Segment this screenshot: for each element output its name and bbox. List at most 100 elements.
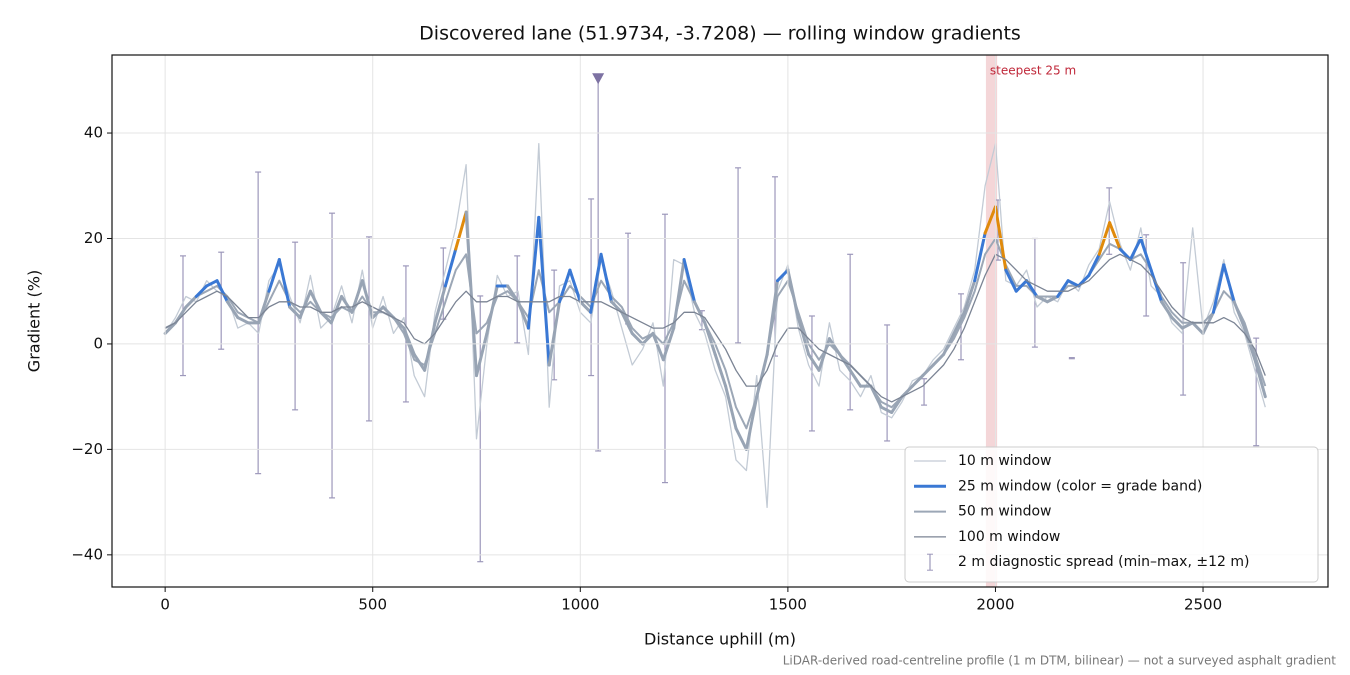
- line-segment: [402, 326, 416, 356]
- line-segment: [765, 279, 779, 356]
- line-segment: [1160, 300, 1174, 320]
- line-segment: [890, 395, 904, 414]
- line-segment: [796, 316, 811, 356]
- line-segment: [1211, 263, 1226, 314]
- line-segment: [1222, 263, 1236, 304]
- line-segment: [257, 289, 271, 325]
- highlight-label: steepest 25 m: [990, 64, 1076, 78]
- line-segment: [391, 316, 406, 330]
- line-segment: [423, 321, 437, 372]
- line-segment: [910, 374, 925, 388]
- legend-label: 50 m window: [958, 504, 1051, 520]
- line-segment: [277, 258, 292, 309]
- line-segment: [692, 300, 707, 325]
- line-segment: [547, 300, 562, 367]
- line-segment: [983, 205, 997, 235]
- legend-label: 100 m window: [958, 529, 1060, 545]
- line-segment: [848, 368, 863, 388]
- line-segment: [879, 405, 894, 414]
- line-segment: [464, 210, 479, 378]
- line-segment: [298, 289, 312, 320]
- line-segment: [734, 426, 748, 451]
- line-segment: [1056, 279, 1070, 298]
- line-segment: [1128, 236, 1143, 262]
- y-tick-label: 20: [84, 229, 103, 247]
- line-segment: [475, 331, 489, 378]
- line-segment: [1139, 236, 1153, 272]
- line-segment: [163, 321, 178, 335]
- chart-title: Discovered lane (51.9734, -3.7208) — rol…: [419, 23, 1021, 45]
- line-segment: [703, 321, 717, 356]
- line-segment: [215, 279, 229, 304]
- line-segment: [433, 284, 447, 325]
- line-segment: [516, 300, 530, 330]
- line-segment: [1108, 221, 1122, 251]
- line-segment: [205, 279, 219, 288]
- line-segment: [319, 310, 333, 325]
- legend-label: 2 m diagnostic spread (min–max, ±12 m): [958, 554, 1249, 570]
- line-segment: [589, 252, 603, 314]
- y-tick-label: −20: [71, 440, 103, 458]
- line-segment: [1170, 316, 1184, 330]
- footnote: LiDAR-derived road-centreline profile (1…: [783, 654, 1337, 668]
- line-segment: [900, 384, 914, 399]
- line-segment: [1232, 300, 1247, 330]
- line-segment: [1066, 279, 1080, 288]
- y-tick-label: 40: [84, 124, 103, 142]
- line-segment: [381, 305, 395, 320]
- line-segment: [962, 279, 977, 314]
- line-segment: [1180, 321, 1195, 330]
- line-segment: [609, 300, 624, 314]
- line-segment: [1118, 247, 1132, 262]
- line-segment: [225, 300, 240, 320]
- line-segment: [931, 352, 946, 367]
- line-segment: [1014, 279, 1029, 293]
- line-segment: [568, 268, 582, 304]
- line-segment: [443, 247, 458, 288]
- line-segment: [713, 352, 728, 388]
- line-segment: [1004, 268, 1018, 293]
- peak-marker: [592, 73, 605, 85]
- line-segment: [485, 284, 499, 335]
- line-segment: [194, 284, 209, 298]
- line-segment: [1076, 273, 1091, 288]
- line-segment: [620, 310, 634, 335]
- x-tick-label: 500: [358, 596, 387, 614]
- line-segment: [641, 331, 655, 346]
- line-segment: [599, 252, 613, 304]
- x-tick-label: 1500: [769, 596, 807, 614]
- highlight-span: [985, 55, 998, 587]
- x-tick-label: 0: [160, 596, 170, 614]
- line-segment: [360, 279, 375, 320]
- line-segment: [267, 258, 281, 293]
- x-tick-label: 2000: [976, 596, 1014, 614]
- line-segment: [973, 231, 987, 283]
- line-segment: [288, 305, 302, 320]
- line-segment: [817, 337, 831, 372]
- x-tick-label: 1000: [561, 596, 599, 614]
- line-segment: [786, 268, 800, 320]
- line-segment: [412, 352, 427, 372]
- line-segment: [537, 215, 551, 367]
- line-segment: [371, 305, 385, 320]
- x-tick-label: 2500: [1184, 596, 1222, 614]
- line-segment: [236, 316, 250, 325]
- line-segment: [1045, 294, 1060, 304]
- line-segment: [827, 337, 842, 356]
- line-segment: [308, 289, 323, 314]
- line-segment: [869, 384, 883, 409]
- line-segment: [454, 210, 468, 251]
- line-segment: [755, 352, 769, 399]
- x-axis-label: Distance uphill (m): [644, 630, 796, 649]
- line-segment: [1087, 252, 1101, 277]
- y-tick-label: 0: [93, 334, 103, 352]
- line: [164, 253, 1266, 403]
- y-axis-label: Gradient (%): [25, 270, 44, 372]
- line-segment: [350, 279, 364, 314]
- line-segment: [921, 363, 935, 378]
- line-segment: [952, 310, 966, 335]
- line-segment: [526, 215, 541, 330]
- line-segment: [1035, 294, 1049, 304]
- line-segment: [724, 384, 738, 430]
